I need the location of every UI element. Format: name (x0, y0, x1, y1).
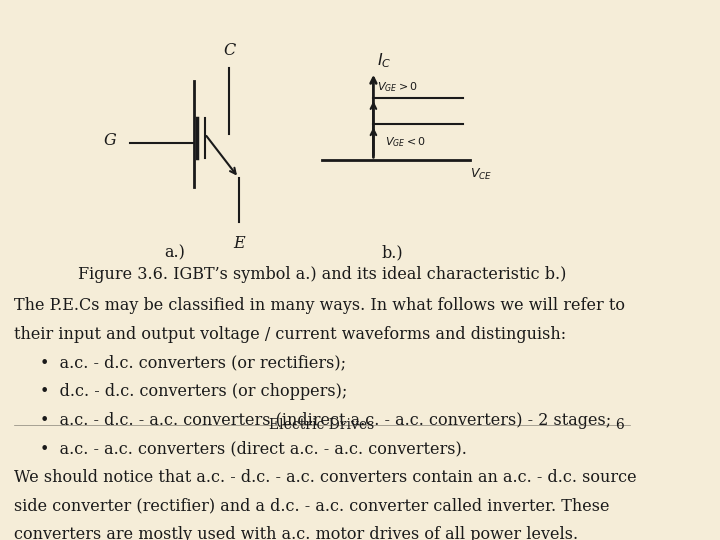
Text: Electric Drives: Electric Drives (269, 417, 374, 431)
Text: C: C (223, 42, 235, 59)
Text: their input and output voltage / current waveforms and distinguish:: their input and output voltage / current… (14, 326, 567, 343)
Text: •  a.c. - d.c. converters (or rectifiers);: • a.c. - d.c. converters (or rectifiers)… (40, 354, 346, 372)
Text: We should notice that a.c. - d.c. - a.c. converters contain an a.c. - d.c. sourc: We should notice that a.c. - d.c. - a.c.… (14, 469, 637, 486)
Text: •  a.c. - d.c. - a.c. converters (indirect a.c. - a.c. converters) - 2 stages;: • a.c. - d.c. - a.c. converters (indirec… (40, 411, 611, 429)
Text: b.): b.) (382, 244, 403, 261)
Text: converters are mostly used with a.c. motor drives of all power levels.: converters are mostly used with a.c. mot… (14, 526, 578, 540)
Text: The P.E.Cs may be classified in many ways. In what follows we will refer to: The P.E.Cs may be classified in many way… (14, 297, 625, 314)
Text: $V_{GE}>0$: $V_{GE}>0$ (377, 80, 418, 94)
Text: $V_{GE}<0$: $V_{GE}<0$ (385, 136, 426, 150)
Text: E: E (233, 235, 245, 252)
Text: •  d.c. - d.c. converters (or choppers);: • d.c. - d.c. converters (or choppers); (40, 383, 347, 400)
Text: a.): a.) (164, 244, 185, 261)
Text: 6: 6 (615, 417, 624, 431)
Text: $V_{CE}$: $V_{CE}$ (469, 167, 492, 182)
Text: $I_C$: $I_C$ (377, 51, 391, 70)
Text: •  a.c. - a.c. converters (direct a.c. - a.c. converters).: • a.c. - a.c. converters (direct a.c. - … (40, 441, 467, 457)
Text: Figure 3.6. IGBT’s symbol a.) and its ideal characteristic b.): Figure 3.6. IGBT’s symbol a.) and its id… (78, 266, 567, 283)
Text: side converter (rectifier) and a d.c. - a.c. converter called inverter. These: side converter (rectifier) and a d.c. - … (14, 498, 610, 515)
Text: G: G (104, 132, 117, 149)
